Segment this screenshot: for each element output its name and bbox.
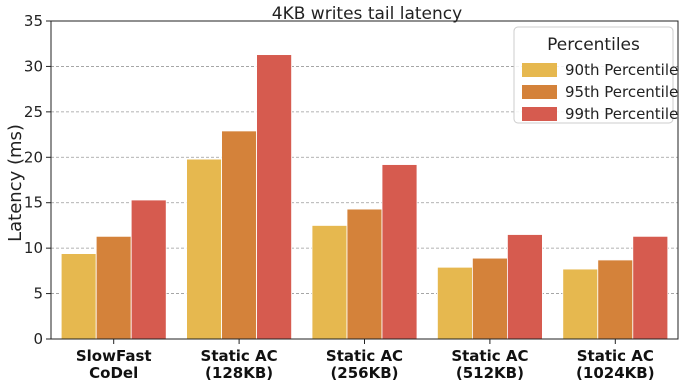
x-category-label: SlowFast CoDel xyxy=(76,347,152,381)
y-tick-label: 30 xyxy=(24,57,43,75)
bars xyxy=(60,54,669,340)
legend-swatch xyxy=(522,85,557,99)
legend-entry: 95th Percentile xyxy=(565,83,678,101)
bar-95th-percentile-2 xyxy=(346,208,383,340)
bar-99th-percentile-1 xyxy=(256,54,293,340)
legend-entry: 99th Percentile xyxy=(565,105,678,123)
y-tick-label: 5 xyxy=(33,285,43,303)
y-axis-title: Latency (ms) xyxy=(5,124,26,242)
bar-90th-percentile-2 xyxy=(311,225,348,340)
y-tick-label: 10 xyxy=(24,239,43,257)
bar-90th-percentile-3 xyxy=(436,266,473,340)
x-category-label: Static AC (1024KB) xyxy=(576,347,655,381)
bar-95th-percentile-3 xyxy=(471,257,508,340)
bar-99th-percentile-4 xyxy=(632,235,669,340)
axes xyxy=(46,20,679,344)
y-tick-labels: 0 5 10 15 20 25 30 35 xyxy=(24,12,43,348)
y-tick-label: 20 xyxy=(24,148,43,166)
bar-95th-percentile-4 xyxy=(597,259,634,340)
y-tick-label: 0 xyxy=(33,330,43,348)
bar-90th-percentile-1 xyxy=(186,158,223,340)
x-category-label: Static AC (256KB) xyxy=(326,347,403,381)
legend-title: Percentiles xyxy=(547,35,640,55)
bar-99th-percentile-0 xyxy=(130,199,167,340)
x-category-label: Static AC (512KB) xyxy=(451,347,528,381)
legend: Percentiles 90th Percentile 95th Percentil… xyxy=(513,26,678,124)
y-tick-label: 15 xyxy=(24,194,43,212)
bar-99th-percentile-2 xyxy=(381,164,418,340)
bar-95th-percentile-1 xyxy=(221,130,258,340)
legend-swatch xyxy=(522,107,557,121)
legend-swatch xyxy=(522,63,557,77)
y-tick-label: 25 xyxy=(24,103,43,121)
chart-title: 4KB writes tail latency xyxy=(272,4,462,24)
x-category-label: Static AC (128KB) xyxy=(201,347,278,381)
bar-99th-percentile-3 xyxy=(506,234,543,340)
y-tick-label: 35 xyxy=(24,12,43,30)
bar-90th-percentile-4 xyxy=(562,268,599,340)
x-category-labels: SlowFast CoDel Static AC (128KB) Static AC (2… xyxy=(76,347,655,381)
bar-90th-percentile-0 xyxy=(60,253,97,340)
plot-frame xyxy=(50,20,679,340)
bar-95th-percentile-0 xyxy=(95,235,132,340)
legend-entry: 90th Percentile xyxy=(565,61,678,79)
